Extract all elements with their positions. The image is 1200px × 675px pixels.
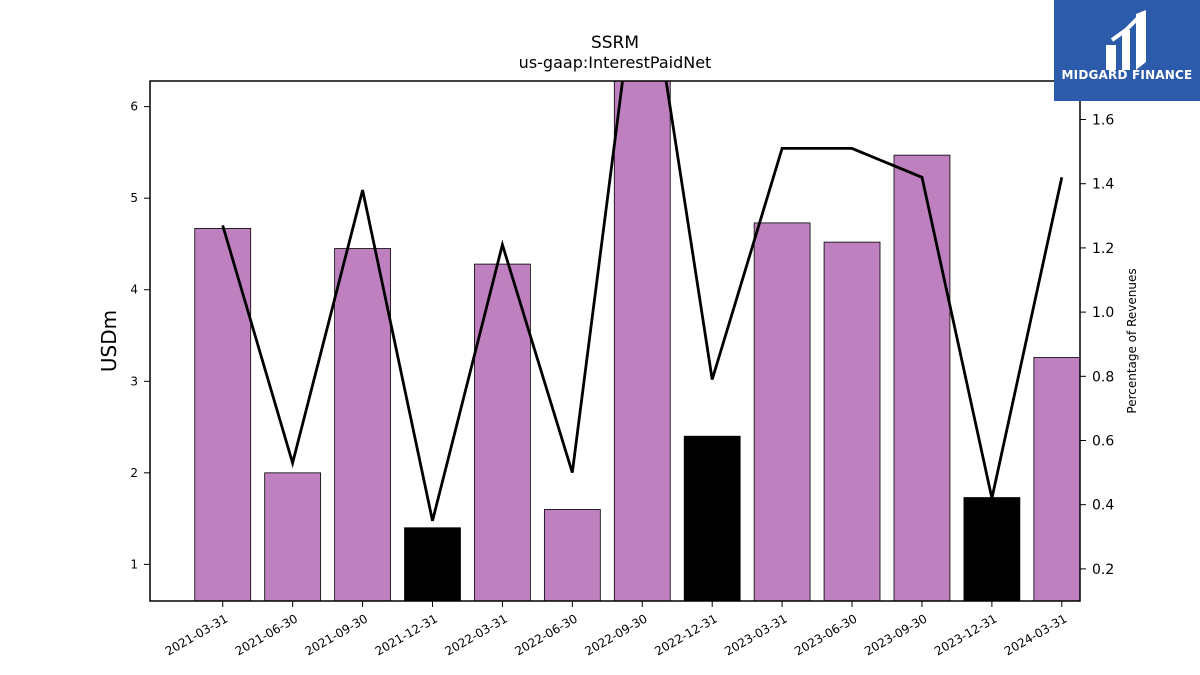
x-tick-label: 2022-03-31	[443, 611, 510, 658]
bar	[334, 248, 391, 601]
y-axis-label: USDm	[97, 310, 121, 372]
x-tick-label: 2021-03-31	[163, 611, 230, 658]
x-tick-label: 2021-06-30	[233, 611, 300, 658]
y2-tick-label: 1.0	[1092, 305, 1114, 321]
x-tick-label: 2023-03-31	[722, 611, 789, 658]
y-tick-label: 6	[130, 100, 138, 114]
x-tick-label: 2022-06-30	[512, 611, 579, 658]
bar	[823, 241, 881, 601]
x-tick-label: 2021-09-30	[303, 611, 370, 658]
logo-text: MIDGARD FINANCE	[1061, 68, 1193, 82]
x-tick-label: 2022-12-31	[652, 611, 719, 658]
y-tick-label: 4	[130, 283, 138, 297]
bar	[963, 497, 1021, 601]
bar	[194, 227, 252, 601]
bar	[264, 472, 322, 601]
y2-tick-label: 1.4	[1092, 177, 1114, 193]
chart-title: SSRM	[591, 33, 639, 53]
bars-layer	[194, 81, 1080, 601]
x-tick-label: 2023-06-30	[792, 611, 859, 658]
x-tick-label: 2023-12-31	[932, 611, 999, 658]
line-layer	[221, 81, 1064, 522]
logo: MIDGARD FINANCE	[1054, 0, 1200, 101]
x-tick-label: 2021-12-31	[373, 611, 440, 658]
x-tick-label: 2023-09-30	[862, 611, 929, 658]
bar	[474, 263, 531, 601]
bar	[543, 509, 601, 601]
x-tick-label: 2024-03-31	[1002, 611, 1069, 658]
y-tick-label: 3	[130, 374, 138, 388]
y2-tick-label: 0.6	[1092, 434, 1114, 450]
y2-tick-label: 1.2	[1092, 241, 1114, 257]
y2-tick-label: 0.2	[1092, 562, 1114, 578]
x-tick-label: 2022-09-30	[582, 611, 649, 658]
y-tick-label: 2	[130, 466, 138, 480]
plot-frame	[149, 80, 1081, 602]
y2-tick-label: 1.6	[1092, 113, 1114, 129]
y-tick-label: 5	[130, 191, 138, 205]
chart-subtitle: us-gaap:InterestPaidNet	[519, 53, 712, 72]
y-tick-label: 1	[130, 557, 138, 571]
bar	[613, 81, 671, 601]
logo-icon	[1106, 10, 1146, 70]
bar	[1033, 357, 1080, 601]
y2-tick-label: 0.4	[1092, 498, 1114, 514]
line-series	[221, 81, 1064, 522]
bar	[753, 222, 811, 601]
y2-tick-label: 0.8	[1092, 369, 1114, 385]
bar	[683, 435, 741, 601]
y2-axis-label: Percentage of Revenues	[1125, 268, 1139, 413]
bar	[893, 154, 951, 601]
bar	[404, 527, 461, 601]
